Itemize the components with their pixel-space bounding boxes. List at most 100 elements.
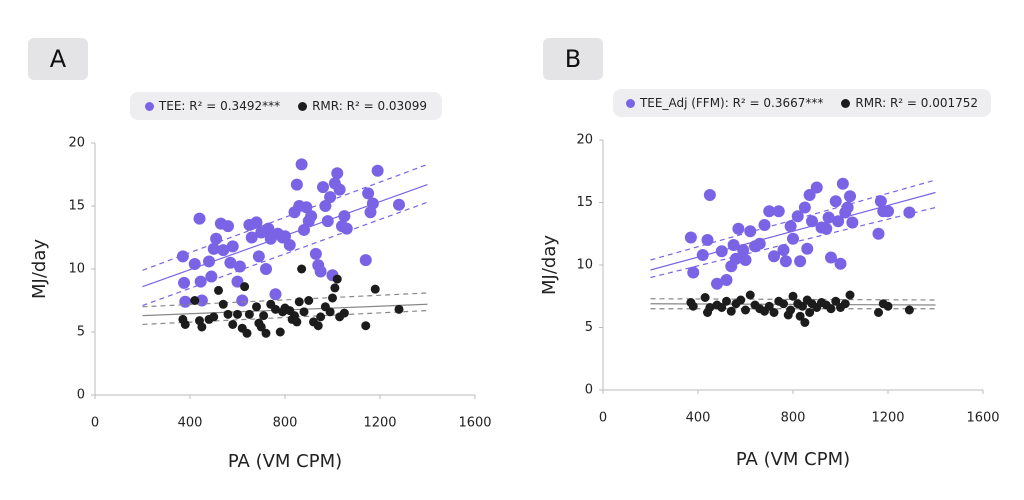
point [705,303,715,312]
point [764,301,774,311]
panel-label: B [543,38,603,80]
point [283,239,296,252]
point [904,305,914,315]
point [325,307,335,317]
point [822,211,835,224]
point [214,285,223,295]
point [218,299,228,309]
point [330,283,340,293]
point [370,284,380,294]
x-tick-label: 800 [273,416,298,431]
point [178,276,191,289]
point [188,257,201,270]
point [333,183,346,196]
point [179,295,192,308]
point [787,232,799,245]
legend-marker [144,101,154,111]
point [840,299,850,309]
legend: TEE: R² = 0.3492*** RMR: R² = 0.03099 [130,92,442,120]
point [803,189,816,201]
panel-label: A [28,38,88,80]
point [726,306,736,316]
point [299,307,309,317]
point [739,254,752,266]
point [324,191,337,204]
legend-label: TEE: R² = 0.3492*** [158,99,281,113]
point [745,290,755,300]
point [245,231,258,244]
point [190,296,200,305]
point [394,304,404,314]
point [784,220,797,233]
point [701,234,714,246]
point [205,270,218,283]
legend-label: RMR: R² = 0.001752 [855,96,979,110]
point [720,274,733,286]
point [290,178,303,191]
point [256,322,266,332]
point [832,215,845,228]
point [696,249,709,261]
x-tick-label: 0 [599,411,607,426]
y-tick-label: 10 [576,258,593,273]
legend-marker [625,98,635,108]
legend-item: RMR: R² = 0.03099 [298,99,427,113]
point [834,257,847,270]
point [338,210,351,223]
point [874,308,883,317]
ci-upper [142,292,428,308]
x-tick-label: 1200 [871,411,904,426]
point [846,216,859,229]
point [800,318,810,327]
point [769,308,779,317]
y-tick-label: 5 [77,325,85,340]
point [393,198,405,211]
point [244,309,254,319]
ci-upper [650,298,936,301]
point [791,210,804,223]
point [826,304,836,314]
point [217,244,230,257]
x-tick-label: 1600 [458,416,491,431]
point [882,205,894,218]
point [209,312,219,322]
y-tick-label: 10 [68,262,85,277]
y-tick-label: 20 [68,136,85,151]
point [313,321,323,331]
point [328,293,337,303]
point [197,322,207,332]
point [260,263,272,275]
point [777,244,790,256]
point [836,177,849,190]
point [717,303,727,312]
ci-upper [650,179,936,261]
point [711,277,723,290]
point [768,250,780,263]
x-tick-label: 0 [91,416,99,431]
point [279,230,291,243]
point [820,222,833,235]
legend-item: RMR: R² = 0.001752 [841,96,978,110]
legend: TEE_Adj (FFM): R² = 0.3667*** RMR: R² = 0… [613,89,991,117]
point [829,195,842,208]
point [194,275,207,288]
point [806,215,818,228]
point [736,295,746,305]
y-axis-label: MJ/day [29,239,50,299]
point [903,206,916,219]
point [300,201,313,214]
x-tick-label: 400 [686,411,711,426]
point [231,275,244,288]
point [340,222,353,235]
point [825,251,837,264]
point [207,242,220,255]
point [798,201,811,214]
x-axis-label: PA (VM CPM) [736,449,850,470]
point [872,227,885,240]
point [744,225,757,238]
point [831,296,841,306]
legend-label: TEE_Adj (FFM): R² = 0.3667*** [639,96,824,110]
point [317,181,329,194]
